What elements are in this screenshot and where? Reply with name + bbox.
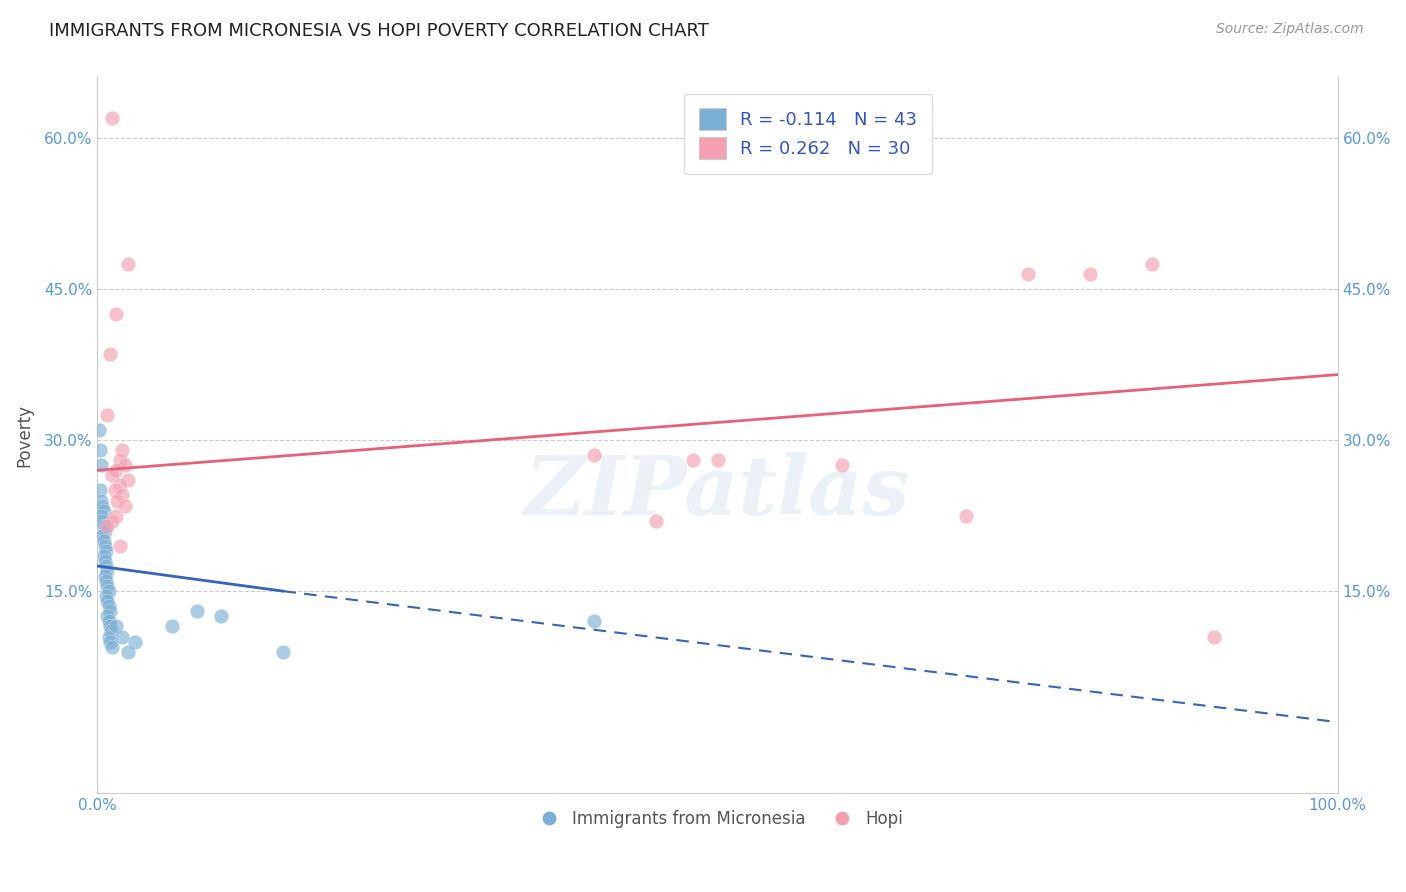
- Point: [160, 619, 183, 633]
- Point: [104, 483, 127, 498]
- Point: [96, 564, 118, 578]
- Point: [93, 503, 115, 517]
- Point: [117, 645, 139, 659]
- Point: [90, 458, 112, 473]
- Point: [96, 559, 118, 574]
- Point: [93, 549, 115, 563]
- Point: [96, 518, 118, 533]
- Point: [96, 589, 118, 603]
- Point: [582, 448, 605, 462]
- Point: [124, 634, 146, 648]
- Point: [105, 307, 128, 321]
- Point: [1078, 267, 1101, 281]
- Point: [105, 508, 128, 523]
- Point: [108, 478, 131, 492]
- Point: [101, 514, 124, 528]
- Point: [96, 408, 118, 422]
- Point: [91, 529, 114, 543]
- Point: [97, 599, 120, 614]
- Point: [105, 463, 128, 477]
- Point: [831, 458, 853, 473]
- Point: [105, 493, 128, 508]
- Point: [117, 257, 139, 271]
- Point: [97, 615, 120, 629]
- Point: [100, 624, 122, 639]
- Point: [186, 604, 208, 618]
- Point: [87, 423, 110, 437]
- Point: [955, 508, 977, 523]
- Point: [96, 544, 118, 558]
- Point: [90, 493, 112, 508]
- Point: [682, 453, 704, 467]
- Point: [644, 514, 666, 528]
- Point: [96, 574, 118, 588]
- Point: [108, 453, 131, 467]
- Point: [105, 619, 128, 633]
- Point: [98, 619, 121, 633]
- Point: [96, 609, 118, 624]
- Point: [1017, 267, 1039, 281]
- Point: [101, 640, 124, 654]
- Point: [111, 488, 134, 502]
- Text: IMMIGRANTS FROM MICRONESIA VS HOPI POVERTY CORRELATION CHART: IMMIGRANTS FROM MICRONESIA VS HOPI POVER…: [49, 22, 709, 40]
- Point: [91, 499, 114, 513]
- Point: [94, 539, 117, 553]
- Y-axis label: Poverty: Poverty: [15, 403, 32, 467]
- Legend: Immigrants from Micronesia, Hopi: Immigrants from Micronesia, Hopi: [526, 803, 910, 834]
- Point: [1140, 257, 1163, 271]
- Point: [101, 111, 124, 125]
- Point: [94, 554, 117, 568]
- Point: [97, 630, 120, 644]
- Point: [108, 539, 131, 553]
- Text: ZIPatlas: ZIPatlas: [524, 452, 910, 533]
- Point: [582, 615, 605, 629]
- Point: [273, 645, 295, 659]
- Point: [98, 604, 121, 618]
- Point: [111, 630, 134, 644]
- Point: [114, 458, 136, 473]
- Text: Source: ZipAtlas.com: Source: ZipAtlas.com: [1216, 22, 1364, 37]
- Point: [706, 453, 728, 467]
- Point: [101, 468, 124, 483]
- Point: [98, 347, 121, 361]
- Point: [97, 584, 120, 599]
- Point: [211, 609, 233, 624]
- Point: [117, 474, 139, 488]
- Point: [94, 524, 117, 538]
- Point: [98, 634, 121, 648]
- Point: [111, 443, 134, 458]
- Point: [91, 514, 114, 528]
- Point: [94, 569, 117, 583]
- Point: [1202, 630, 1225, 644]
- Point: [96, 594, 118, 608]
- Point: [93, 518, 115, 533]
- Point: [114, 499, 136, 513]
- Point: [90, 508, 112, 523]
- Point: [96, 579, 118, 593]
- Point: [89, 483, 111, 498]
- Point: [89, 443, 111, 458]
- Point: [93, 533, 115, 548]
